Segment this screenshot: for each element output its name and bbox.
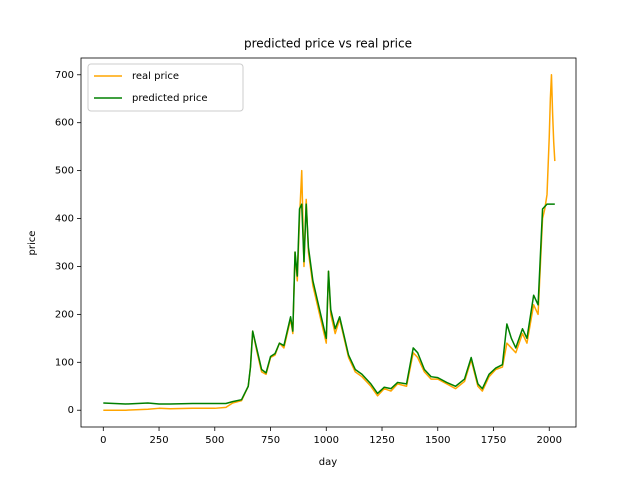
- y-tick-label: 500: [55, 166, 74, 177]
- x-tick-label: 250: [149, 435, 168, 446]
- y-tick-label: 600: [55, 118, 74, 129]
- x-tick-label: 0: [100, 435, 106, 446]
- y-tick-label: 100: [55, 357, 74, 368]
- x-tick-label: 750: [261, 435, 280, 446]
- y-tick-label: 200: [55, 309, 74, 320]
- x-tick-label: 2000: [537, 435, 562, 446]
- y-axis-label: price: [27, 231, 38, 256]
- x-tick-label: 1250: [369, 435, 394, 446]
- legend-label: predicted price: [132, 93, 208, 104]
- x-tick-label: 500: [205, 435, 224, 446]
- plot-frame: [80, 57, 577, 428]
- legend-label: real price: [132, 71, 179, 82]
- x-axis-label: day: [319, 457, 337, 468]
- x-tick-label: 1000: [314, 435, 339, 446]
- x-tick-label: 1750: [481, 435, 506, 446]
- legend-box: [87, 63, 244, 112]
- data-line: [103, 203, 555, 405]
- y-tick-label: 400: [55, 214, 74, 225]
- y-tick-label: 700: [55, 70, 74, 81]
- y-tick-label: 0: [68, 405, 74, 416]
- chart-title: predicted price vs real price: [244, 37, 412, 51]
- y-tick-label: 300: [55, 261, 74, 272]
- x-tick-label: 1500: [425, 435, 450, 446]
